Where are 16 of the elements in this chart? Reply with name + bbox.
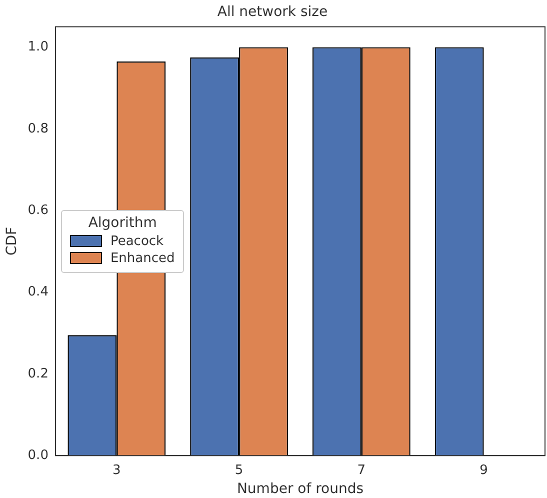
y-tick-label: 0.6 (28, 202, 48, 218)
y-tick-label: 0.8 (28, 121, 48, 136)
x-tick-label: 3 (112, 462, 121, 478)
legend-label: Enhanced (110, 250, 175, 266)
y-tick-label: 0.0 (28, 448, 48, 463)
x-tick-label: 5 (234, 462, 244, 478)
x-tick-label: 9 (480, 462, 488, 478)
y-tick-label: 1.0 (28, 40, 48, 55)
x-axis-title: Number of rounds (236, 481, 364, 498)
chart-title: All network size (217, 4, 328, 20)
y-axis-title: CDF (4, 226, 20, 256)
legend-title: Algorithm (87, 214, 158, 231)
legend-label: Peacock (110, 234, 164, 249)
y-tick-label: 0.4 (28, 284, 48, 300)
x-tick-label: 7 (357, 462, 366, 478)
y-tick-label: 0.2 (28, 366, 48, 382)
